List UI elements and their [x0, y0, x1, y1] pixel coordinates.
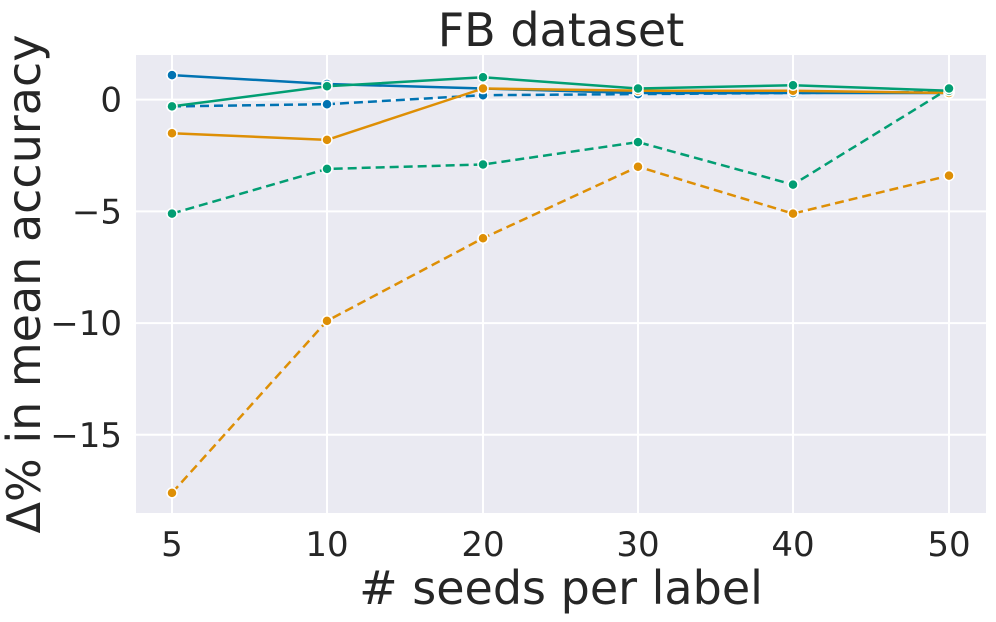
y-tick-label: 0 [100, 81, 122, 121]
grid [136, 55, 986, 513]
data-point [166, 100, 178, 113]
x-tick-label: 20 [461, 525, 504, 565]
plot-background [136, 55, 986, 513]
data-point [477, 158, 489, 171]
series-line-6 [171, 87, 950, 215]
data-point [321, 134, 333, 146]
y-tick-label: −15 [50, 416, 122, 456]
chart-title: FB dataset [438, 3, 685, 57]
data-point [632, 136, 644, 148]
data-point [477, 71, 489, 84]
series-line-4 [171, 165, 950, 494]
data-point [321, 315, 333, 327]
data-point [166, 487, 178, 499]
x-tick-label: 5 [161, 525, 183, 565]
data-point [477, 232, 489, 244]
y-tick-labels: 0 −5 −10 −15 [50, 81, 122, 456]
series-group [166, 69, 955, 499]
x-axis-label: # seeds per label [359, 561, 763, 615]
data-point [632, 160, 644, 173]
y-tick-label: −5 [72, 192, 122, 232]
series-line-2 [171, 90, 950, 108]
data-point [787, 207, 799, 220]
data-point [632, 82, 644, 95]
series-line-3 [171, 87, 950, 142]
x-tick-labels: 5 10 20 30 40 50 [161, 525, 970, 565]
x-tick-label: 30 [616, 525, 659, 565]
data-point [943, 82, 955, 95]
data-point [321, 163, 333, 175]
data-point [166, 69, 178, 81]
y-axis-label: Δ% in mean accuracy [0, 35, 51, 534]
series-line-5 [171, 76, 950, 108]
data-point [166, 127, 178, 139]
data-point [477, 82, 489, 95]
x-tick-label: 10 [305, 525, 348, 565]
y-tick-label: −10 [50, 304, 122, 344]
x-tick-label: 50 [927, 525, 970, 565]
data-point [787, 79, 799, 91]
data-point [943, 169, 955, 182]
data-point [166, 207, 178, 220]
x-tick-label: 40 [771, 525, 814, 565]
data-point [321, 80, 333, 93]
data-point [787, 178, 799, 191]
data-point [321, 98, 333, 110]
